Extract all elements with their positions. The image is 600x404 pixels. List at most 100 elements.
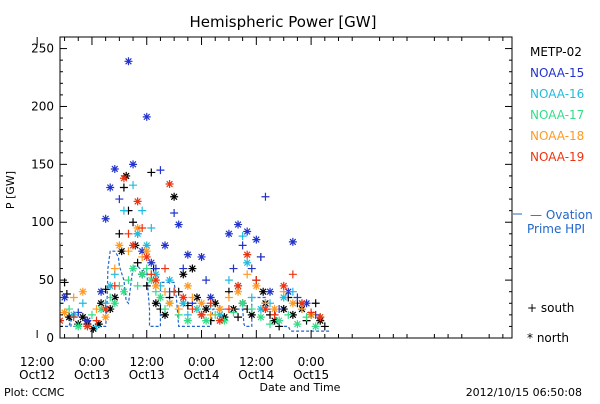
south-point xyxy=(320,322,329,331)
north-point xyxy=(94,320,103,329)
south-point xyxy=(147,270,156,279)
north-point xyxy=(215,316,224,325)
south-point xyxy=(188,305,197,314)
south-point xyxy=(10,313,18,321)
south-point xyxy=(115,195,124,204)
north-point xyxy=(13,313,21,321)
north-point xyxy=(124,57,133,66)
south-point xyxy=(252,276,261,285)
north-point xyxy=(0,302,7,310)
north-point xyxy=(47,305,55,313)
south-point xyxy=(115,229,124,238)
south-point xyxy=(307,308,316,317)
north-point xyxy=(19,320,27,328)
chart-title: Hemispheric Power [GW] xyxy=(190,13,377,31)
south-point xyxy=(247,264,256,273)
north-point xyxy=(179,270,188,279)
south-point xyxy=(179,264,188,273)
south-point xyxy=(33,311,41,319)
legend-entry-noaa-17: NOAA-17 xyxy=(530,108,584,122)
north-point xyxy=(156,293,165,302)
north-point xyxy=(261,305,270,314)
north-point xyxy=(288,237,297,246)
series-noaa-17 xyxy=(10,264,320,331)
north-point xyxy=(65,313,74,322)
south-point xyxy=(161,264,170,273)
north-point xyxy=(259,287,268,296)
plot-area: 05010015020025012:00Oct120:00Oct1312:00O… xyxy=(0,36,513,382)
south-point xyxy=(33,299,41,307)
north-point xyxy=(133,197,142,206)
ovation-hpi-line xyxy=(60,250,330,332)
north-point xyxy=(142,241,151,250)
north-point xyxy=(89,324,98,333)
south-point xyxy=(119,206,128,215)
north-point xyxy=(19,305,27,313)
marker-legend-north: * north xyxy=(527,331,569,345)
south-point xyxy=(65,305,74,314)
legend-entry-noaa-18: NOAA-18 xyxy=(530,129,584,143)
north-point xyxy=(311,322,320,331)
x-tick-time: 12:00 xyxy=(129,355,164,369)
south-point xyxy=(133,258,142,267)
south-point xyxy=(142,264,151,273)
south-point xyxy=(69,293,78,302)
north-point xyxy=(234,281,243,290)
north-point xyxy=(6,317,14,325)
x-tick-date: Oct14 xyxy=(238,368,274,382)
north-point xyxy=(142,252,151,261)
north-point xyxy=(188,264,197,273)
north-point xyxy=(174,220,183,229)
north-point xyxy=(42,317,50,325)
south-point xyxy=(224,293,233,302)
north-point xyxy=(211,299,220,308)
north-point xyxy=(279,305,288,314)
y-axis-label: P [GW] xyxy=(4,171,17,209)
north-point xyxy=(151,299,160,308)
south-point xyxy=(92,305,101,314)
south-point xyxy=(87,310,96,319)
x-tick-date: Oct13 xyxy=(74,368,110,382)
north-point xyxy=(293,320,302,329)
north-point xyxy=(106,183,115,192)
south-point xyxy=(106,293,115,302)
north-point xyxy=(183,316,192,325)
south-point xyxy=(42,299,50,307)
south-point xyxy=(142,281,151,290)
north-point xyxy=(279,281,288,290)
south-point xyxy=(29,302,37,310)
north-point xyxy=(270,316,279,325)
north-point xyxy=(142,247,151,256)
south-point xyxy=(24,282,32,290)
north-point xyxy=(129,264,138,273)
south-point xyxy=(138,224,147,233)
north-point xyxy=(220,316,229,325)
ovation-label-line: Prime HPI xyxy=(527,222,585,236)
north-point xyxy=(119,174,128,183)
x-tick-date: Oct15 xyxy=(293,368,329,382)
series-noaa-19 xyxy=(6,174,325,331)
north-point xyxy=(129,160,138,169)
north-point xyxy=(151,281,160,290)
north-point xyxy=(202,316,211,325)
north-point xyxy=(270,305,279,314)
north-point xyxy=(19,262,27,270)
south-point xyxy=(261,192,270,201)
south-point xyxy=(47,313,55,321)
north-point xyxy=(179,299,188,308)
north-point xyxy=(33,311,41,319)
north-point xyxy=(29,305,37,313)
south-point xyxy=(174,305,183,314)
south-point xyxy=(256,252,265,261)
north-point xyxy=(151,270,160,279)
south-point xyxy=(247,293,256,302)
south-point xyxy=(224,305,233,314)
south-point xyxy=(24,288,32,296)
north-point xyxy=(142,112,151,121)
north-point xyxy=(215,310,224,319)
south-point xyxy=(92,316,101,325)
south-point xyxy=(229,264,238,273)
marker-legend: + south * north xyxy=(527,301,574,345)
south-point xyxy=(19,313,27,321)
north-point xyxy=(206,293,215,302)
